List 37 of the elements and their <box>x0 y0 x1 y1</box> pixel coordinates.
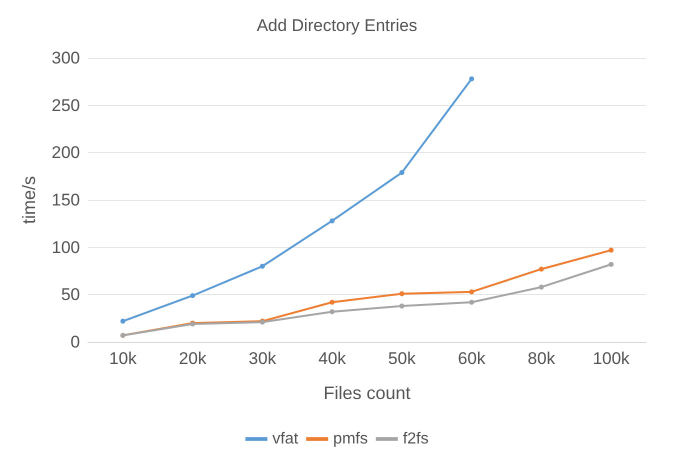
legend-label: vfat <box>272 430 299 448</box>
point <box>330 218 335 224</box>
point <box>190 293 196 298</box>
point <box>469 76 474 82</box>
x-tick-label: 100k <box>592 349 630 368</box>
x-tick-label: 60k <box>458 349 486 368</box>
legend-label: f2fs <box>402 430 429 448</box>
point <box>399 291 404 296</box>
y-tick-label: 150 <box>52 190 80 210</box>
y-tick-label: 50 <box>61 285 80 304</box>
point <box>399 304 404 309</box>
y-tick-label: 0 <box>70 332 80 352</box>
point <box>538 266 544 272</box>
point <box>330 300 335 305</box>
point <box>260 264 265 269</box>
y-tick-label: 100 <box>52 238 80 257</box>
point <box>469 289 474 294</box>
point <box>538 284 544 290</box>
x-tick-label: 80k <box>528 349 556 368</box>
point <box>469 300 474 305</box>
y-tick-label: 250 <box>52 96 80 115</box>
y-tick-label: 300 <box>52 48 80 68</box>
y-tick-label: 200 <box>52 143 80 162</box>
chart-title: Add Directory Entries <box>256 16 418 35</box>
legend-label: pmfs <box>333 430 368 448</box>
point <box>608 262 614 267</box>
point <box>399 170 404 176</box>
point <box>608 248 614 253</box>
x-tick-label: 50k <box>388 349 416 368</box>
x-tick-label: 20k <box>178 349 207 368</box>
x-axis-title: Files count <box>323 383 411 403</box>
x-tick-label: 30k <box>248 349 277 368</box>
x-tick-label: 40k <box>318 349 346 368</box>
point <box>120 318 126 324</box>
point <box>330 309 335 314</box>
x-tick-label: 10k <box>109 349 138 368</box>
y-axis-title: time/s <box>19 176 39 224</box>
